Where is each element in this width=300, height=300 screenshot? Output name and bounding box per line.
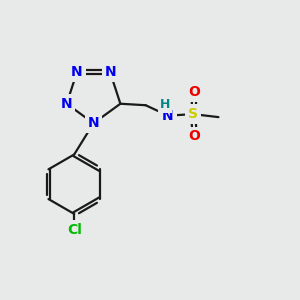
- Text: N: N: [162, 109, 174, 123]
- Text: N: N: [88, 116, 99, 130]
- Text: O: O: [189, 85, 201, 99]
- Text: N: N: [71, 65, 83, 79]
- Text: H: H: [160, 98, 170, 111]
- Text: Cl: Cl: [67, 223, 82, 237]
- Text: S: S: [188, 107, 198, 121]
- Text: N: N: [61, 97, 73, 111]
- Text: N: N: [104, 65, 116, 79]
- Text: O: O: [189, 129, 201, 143]
